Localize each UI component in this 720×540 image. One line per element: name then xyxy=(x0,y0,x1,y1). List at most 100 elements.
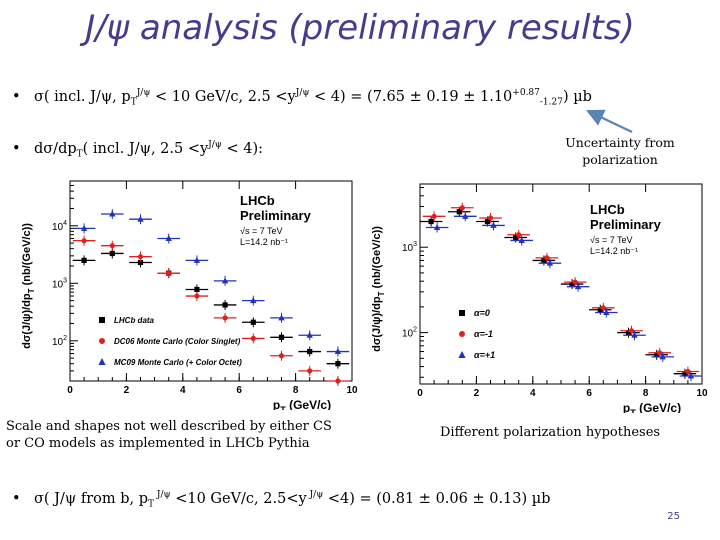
y-tick-label: 104 xyxy=(52,220,67,233)
data-point-circle xyxy=(479,212,502,223)
circle-marker xyxy=(222,315,228,321)
legend-marker-triangle xyxy=(98,358,106,365)
x-tick-label: 4 xyxy=(180,385,186,396)
data-point-circle xyxy=(648,347,671,358)
square-marker xyxy=(194,286,200,293)
square-marker xyxy=(541,257,547,264)
triangle-marker xyxy=(306,331,313,338)
circle-marker xyxy=(166,270,172,276)
x-tick-label: 0 xyxy=(67,385,73,396)
data-point-circle xyxy=(101,240,124,251)
data-point-triangle xyxy=(213,275,237,286)
caption-left: Scale and shapes not well described by e… xyxy=(6,419,332,451)
page-number: 25 xyxy=(667,511,680,522)
data-point-triangle xyxy=(101,209,124,220)
data-point-circle xyxy=(326,376,350,386)
data-point-triangle xyxy=(298,330,321,341)
triangle-marker xyxy=(165,235,172,242)
data-point-circle xyxy=(270,350,293,361)
energy-label: √s = 7 TeV xyxy=(590,235,633,245)
data-point-triangle xyxy=(454,211,477,222)
lumi-label: L=14.2 nb⁻¹ xyxy=(240,237,288,247)
y-tick-label: 102 xyxy=(402,327,417,340)
legend-label: LHCb data xyxy=(114,316,155,325)
triangle-marker xyxy=(659,353,666,360)
data-point-triangle xyxy=(242,295,265,306)
data-point-triangle xyxy=(623,330,646,341)
chart-lhcb-vs-monte-carlo: 0 2 4 6 8 10 102 103 104 pT (GeV/c) dσ(J/ψ)/dpT (n… xyxy=(21,180,358,410)
triangle-marker xyxy=(137,215,144,222)
legend-label: α=-1 xyxy=(474,329,493,339)
bullet-b-cross-section: • σ( J/ψ from b, pT J/ψ <10 GeV/c, 2.5<y … xyxy=(12,490,551,510)
data-point-circle xyxy=(563,277,587,288)
legend-marker-square xyxy=(99,317,105,323)
legend-marker-triangle xyxy=(458,351,466,358)
data-point-circle xyxy=(242,333,265,344)
triangle-marker xyxy=(603,308,610,315)
square-marker xyxy=(569,281,575,287)
x-tick-label: 8 xyxy=(293,385,299,396)
circle-marker xyxy=(194,293,200,299)
x-tick-label: 6 xyxy=(236,385,242,396)
data-point-triangle xyxy=(566,281,590,292)
data-point-circle xyxy=(451,202,474,213)
triangle-marker xyxy=(546,259,554,266)
lhcb-label: LHCb xyxy=(590,202,625,217)
data-point-square xyxy=(326,358,350,369)
circle-marker xyxy=(431,213,437,219)
triangle-marker xyxy=(518,236,525,243)
circle-marker xyxy=(544,255,550,261)
legend-marker-circle xyxy=(99,338,105,344)
data-point-square xyxy=(270,332,293,343)
data-point-triangle xyxy=(510,235,533,246)
square-marker xyxy=(654,352,660,358)
square-marker xyxy=(250,319,256,325)
caption-right: Different polarization hypotheses xyxy=(440,425,661,440)
triangle-marker xyxy=(193,256,201,263)
legend-marker-circle xyxy=(459,331,465,337)
x-tick-label: 10 xyxy=(696,388,708,399)
square-marker xyxy=(682,371,688,377)
circle-marker xyxy=(685,368,691,375)
bullet-dot: • xyxy=(12,140,21,157)
data-point-square xyxy=(72,255,96,266)
y-tick-label: 102 xyxy=(52,335,67,348)
x-tick-label: 0 xyxy=(417,388,423,399)
square-marker xyxy=(597,307,603,313)
square-marker xyxy=(278,334,285,340)
x-tick-label: 8 xyxy=(643,388,649,399)
triangle-marker xyxy=(250,297,257,304)
circle-marker xyxy=(250,335,256,342)
data-point-triangle xyxy=(185,255,209,266)
bullet-dot: • xyxy=(12,490,21,507)
data-point-triangle xyxy=(651,351,674,362)
data-point-circle xyxy=(676,366,700,377)
data-point-circle xyxy=(507,229,530,240)
bullet-total-cross-section: • σ( incl. J/ψ, pTJ/ψ < 10 GeV/c, 2.5 <yJ… xyxy=(12,88,592,108)
square-marker xyxy=(222,302,228,308)
data-point-triangle xyxy=(425,222,449,233)
square-marker xyxy=(456,209,462,215)
data-point-triangle xyxy=(72,223,96,234)
data-point-triangle xyxy=(482,220,505,231)
data-point-triangle xyxy=(595,307,618,318)
x-tick-label: 6 xyxy=(586,388,592,399)
square-marker xyxy=(428,218,434,225)
triangle-marker xyxy=(334,348,342,355)
y-axis-title: dσ(J/ψ)/dpT (nb/(GeV/c)) xyxy=(371,226,386,352)
triangle-marker xyxy=(631,331,638,338)
legend-marker-square xyxy=(459,310,465,316)
triangle-marker xyxy=(109,210,116,217)
square-marker xyxy=(484,218,491,225)
triangle-marker xyxy=(278,314,285,321)
data-point-square xyxy=(298,346,321,357)
legend-label: MC09 Monte Carlo (+ Color Octet) xyxy=(114,358,242,367)
lhcb-label: LHCb xyxy=(240,193,275,208)
y-tick-label: 103 xyxy=(402,241,417,254)
data-point-circle xyxy=(157,268,180,279)
data-point-square xyxy=(419,216,443,227)
x-tick-label: 10 xyxy=(346,385,358,396)
data-point-square xyxy=(645,349,668,360)
bullet-differential-cross-section: • dσ/dpT( incl. J/ψ, 2.5 <yJ/ψ < 4): xyxy=(12,140,264,160)
